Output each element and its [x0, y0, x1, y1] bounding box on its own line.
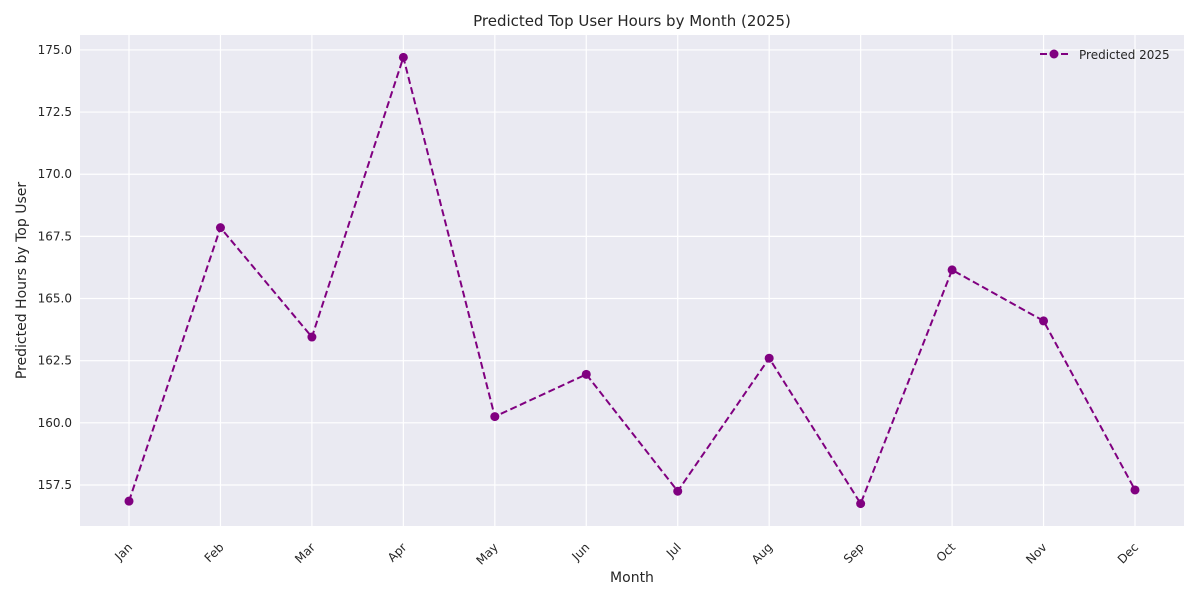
x-tick-label: Aug — [749, 540, 775, 566]
plot-area — [80, 35, 1184, 526]
x-tick-label: Nov — [1023, 540, 1049, 566]
chart-title: Predicted Top User Hours by Month (2025) — [473, 12, 791, 30]
x-tick-label: Mar — [292, 540, 318, 566]
x-tick-label: Jun — [569, 540, 593, 564]
data-point — [215, 223, 225, 233]
data-point — [490, 412, 500, 422]
data-point — [307, 332, 317, 342]
x-tick-label: Oct — [934, 540, 959, 565]
legend-marker-swatch — [1049, 49, 1059, 59]
y-axis-ticks: 157.5 160.0 162.5 165.0 167.5 170.0 172.5 175.0 — [38, 43, 72, 492]
y-tick-label: 167.5 — [38, 229, 72, 243]
x-tick-label: Jul — [663, 540, 684, 561]
data-point — [581, 369, 591, 379]
data-point — [1039, 316, 1049, 326]
data-point — [856, 499, 866, 509]
x-tick-label: May — [473, 540, 500, 567]
y-axis-label: Predicted Hours by Top User — [14, 182, 30, 379]
data-point — [673, 486, 683, 496]
y-tick-label: 162.5 — [38, 354, 72, 368]
legend: Predicted 2025 — [1040, 48, 1170, 62]
series-line — [128, 53, 1136, 506]
x-tick-label: Apr — [385, 540, 410, 565]
data-point — [398, 52, 408, 62]
grid-lines — [80, 35, 1184, 526]
y-tick-label: 165.0 — [38, 292, 72, 306]
data-point — [124, 496, 134, 506]
y-tick-label: 160.0 — [38, 416, 72, 430]
data-point — [947, 265, 957, 275]
x-tick-label: Sep — [841, 540, 867, 566]
x-axis-label: Month — [610, 570, 654, 586]
series-layer — [124, 52, 1140, 509]
x-tick-label: Jan — [111, 540, 135, 564]
x-tick-label: Feb — [202, 540, 227, 565]
data-point — [1130, 485, 1140, 495]
y-tick-label: 175.0 — [38, 43, 72, 57]
y-tick-label: 170.0 — [38, 167, 72, 181]
legend-label: Predicted 2025 — [1079, 48, 1170, 62]
x-axis-ticks: Jan Feb Mar Apr May Jun Jul Aug Sep Oct Nov Dec — [111, 540, 1141, 568]
x-tick-label: Dec — [1115, 540, 1141, 566]
data-point — [764, 353, 774, 363]
y-tick-label: 172.5 — [38, 105, 72, 119]
y-tick-label: 157.5 — [38, 478, 72, 492]
